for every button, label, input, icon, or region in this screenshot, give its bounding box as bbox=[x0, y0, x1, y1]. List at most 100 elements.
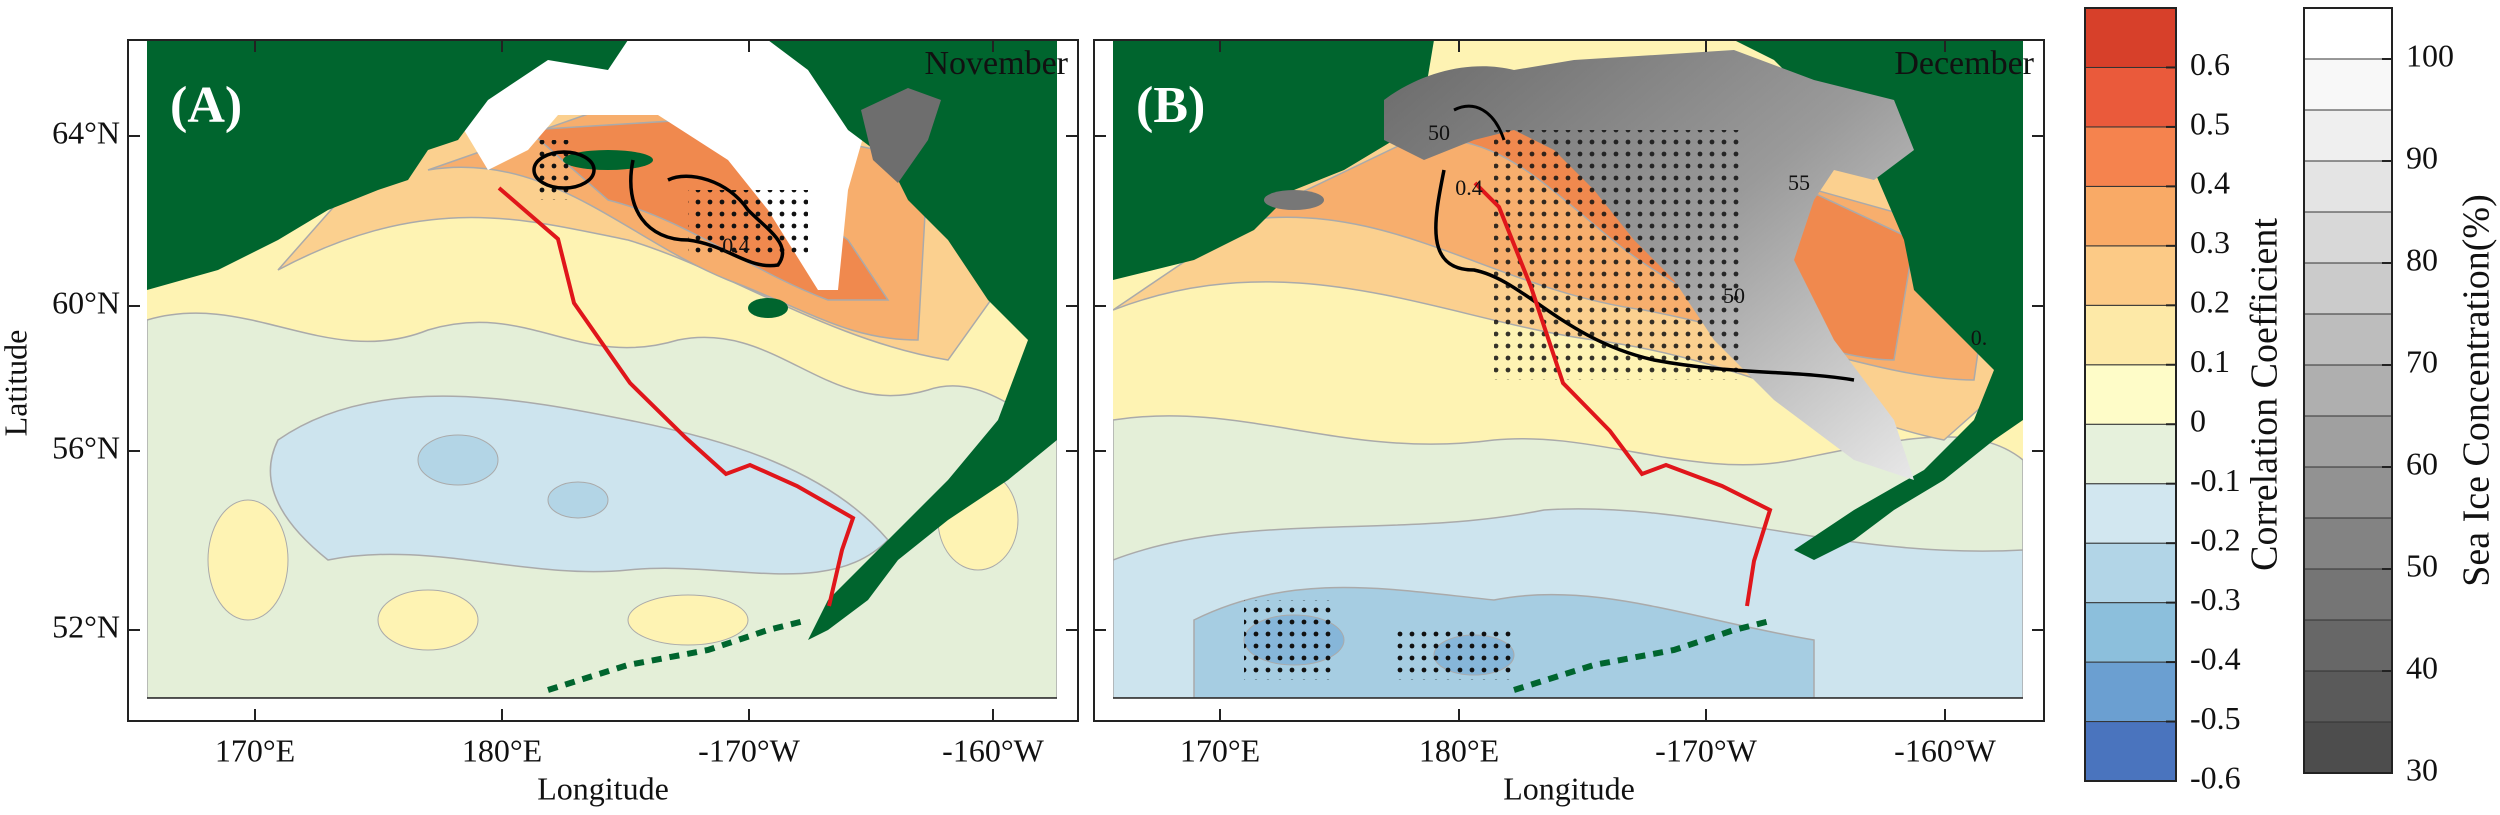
colorbar-band bbox=[2084, 304, 2177, 366]
colorbar-band bbox=[2084, 423, 2177, 485]
colorbar-band bbox=[2084, 245, 2177, 306]
colorbar-tick-label: 0.5 bbox=[2190, 105, 2230, 141]
contour-region bbox=[377, 589, 479, 651]
colorbar-band bbox=[2084, 126, 2177, 187]
colorbar-frame bbox=[2303, 7, 2393, 774]
colorbar-tick-label: -0.1 bbox=[2190, 462, 2241, 498]
frame bbox=[1093, 39, 2045, 722]
colorbar-band bbox=[2303, 415, 2393, 468]
colorbar-band bbox=[2084, 7, 2177, 68]
significance-stipple bbox=[1494, 130, 1744, 380]
x-tick-label: -170°W bbox=[698, 732, 800, 768]
x-tick-label: -170°W bbox=[1655, 732, 1757, 768]
y-axis-label: Latitude bbox=[0, 330, 33, 437]
colorbar-band bbox=[2303, 109, 2393, 162]
colorbar-band bbox=[2303, 670, 2393, 723]
colorbar-band bbox=[2303, 517, 2393, 570]
red-line bbox=[1473, 181, 1773, 607]
colorbar-band bbox=[2084, 66, 2177, 128]
colorbar-tick-label: 50 bbox=[2406, 547, 2438, 583]
colorbar-tick-label: -0.5 bbox=[2190, 700, 2241, 736]
contour-line bbox=[1453, 104, 1506, 141]
contour-label: 50 bbox=[1428, 120, 1450, 145]
map-panel: (B) December 50 0.4 50 55 0. 170°E 180°E -170°W -1… bbox=[1093, 39, 2045, 806]
x-tick-label: 170°E bbox=[215, 732, 295, 768]
x-tick-label: 170°E bbox=[1180, 732, 1260, 768]
panel-label: (A) bbox=[170, 77, 242, 134]
y-tick-label: 64°N bbox=[52, 114, 120, 150]
colorbar-tick-label: -0.6 bbox=[2190, 759, 2241, 795]
contour-line bbox=[629, 159, 785, 268]
colorbar-tick-label: 80 bbox=[2406, 241, 2438, 277]
significance-stipple bbox=[1244, 600, 1334, 680]
colorbar-band bbox=[2303, 313, 2393, 366]
colorbar-tick-label: 90 bbox=[2406, 139, 2438, 175]
contour-region bbox=[547, 481, 609, 519]
contour-label: 0.4 bbox=[722, 233, 750, 258]
red-line bbox=[497, 186, 856, 607]
colorbar-tick-label: 0 bbox=[2190, 403, 2206, 439]
land bbox=[1113, 40, 1434, 280]
colorbar-tick-label: -0.4 bbox=[2190, 640, 2241, 676]
islands bbox=[1513, 617, 1775, 693]
colorbar-tick-label: -0.3 bbox=[2190, 581, 2241, 617]
colorbar-band bbox=[2303, 7, 2393, 60]
land bbox=[147, 40, 628, 290]
colorbar-tick-label: 30 bbox=[2406, 751, 2438, 787]
contour-region bbox=[627, 594, 749, 646]
contour-label: 50 bbox=[1723, 283, 1745, 308]
x-axis-label: Longitude bbox=[537, 770, 669, 806]
sea-ice bbox=[861, 88, 941, 183]
colorbar-band bbox=[2303, 619, 2393, 672]
colorbar-band bbox=[2303, 262, 2393, 315]
colorbar-band bbox=[2303, 466, 2393, 519]
colorbar-band bbox=[2303, 58, 2393, 111]
month-label: November bbox=[924, 45, 1068, 82]
contour-region bbox=[207, 499, 289, 621]
y-tick-label: 56°N bbox=[52, 429, 120, 465]
land bbox=[768, 40, 1057, 640]
significance-stipple bbox=[538, 140, 574, 200]
colorbar-band bbox=[2303, 721, 2393, 774]
colorbar-band bbox=[2303, 160, 2393, 213]
colorbar-tick-label: 0.2 bbox=[2190, 284, 2230, 320]
islands bbox=[547, 617, 809, 693]
colorbar-tick-label: 70 bbox=[2406, 343, 2438, 379]
significance-stipple bbox=[1394, 630, 1514, 680]
x-axis-label: Longitude bbox=[1503, 770, 1635, 806]
sea-ice bbox=[1264, 190, 1324, 210]
colorbar-band bbox=[2303, 364, 2393, 417]
colorbar-tick-label: 40 bbox=[2406, 649, 2438, 685]
island bbox=[748, 298, 788, 318]
land bbox=[1734, 40, 2023, 560]
x-tick-label: 180°E bbox=[462, 732, 542, 768]
colorbar-band bbox=[2084, 661, 2177, 723]
map-panel: (A) November 0.4 170°E 180°E -170°W -160°W 64°N… bbox=[52, 39, 1079, 806]
colorbar-tick-label: 0.3 bbox=[2190, 224, 2230, 260]
contour-label: 0. bbox=[1971, 325, 1988, 350]
colorbar-tick-label: 100 bbox=[2406, 37, 2454, 73]
y-tick-label: 60°N bbox=[52, 284, 120, 320]
colorbar-band bbox=[2303, 568, 2393, 621]
panel-label: (B) bbox=[1136, 77, 1205, 134]
colorbar-tick-label: -0.2 bbox=[2190, 521, 2241, 557]
colorbar-tick-label: 0.6 bbox=[2190, 46, 2230, 82]
y-tick-label: 52°N bbox=[52, 608, 120, 644]
contour-line bbox=[532, 150, 596, 190]
contour-line bbox=[1434, 169, 1855, 382]
colorbar-band bbox=[2084, 483, 2177, 544]
colorbar-title: Correlation Coefficient bbox=[2244, 218, 2286, 571]
colorbar-band bbox=[2303, 211, 2393, 264]
x-tick-label: 180°E bbox=[1419, 732, 1499, 768]
colorbar-tick-label: 60 bbox=[2406, 445, 2438, 481]
contour-label: 0.4 bbox=[1455, 175, 1483, 200]
frame bbox=[127, 39, 1079, 722]
colorbar-tick-label: 0.1 bbox=[2190, 343, 2230, 379]
colorbar-band bbox=[2084, 721, 2177, 782]
contour-label: 55 bbox=[1788, 170, 1810, 195]
colorbar-title: Sea Ice Concentration(%) bbox=[2456, 194, 2498, 587]
colorbar-band bbox=[2084, 602, 2177, 663]
colorbar-band bbox=[2084, 185, 2177, 247]
colorbar-band bbox=[2084, 542, 2177, 604]
